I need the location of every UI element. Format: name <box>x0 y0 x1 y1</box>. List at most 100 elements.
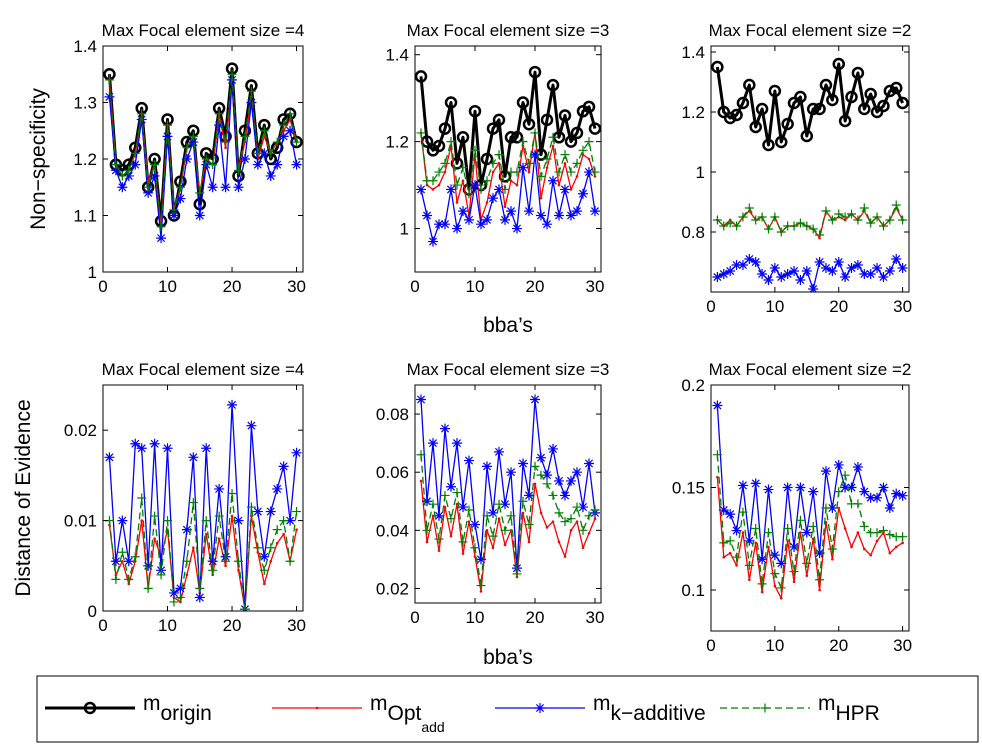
data-point <box>438 122 452 135</box>
data-point <box>846 482 857 493</box>
data-point <box>869 553 872 557</box>
data-point <box>143 560 154 571</box>
data-point <box>446 481 456 492</box>
data-point <box>494 150 504 160</box>
data-point <box>104 91 115 102</box>
data-point <box>156 570 166 580</box>
data-point <box>272 483 283 494</box>
data-point <box>712 450 722 460</box>
data-point <box>736 96 750 110</box>
data-point <box>801 266 812 276</box>
data-point <box>240 604 250 611</box>
y-tick-label: 1 <box>88 263 97 282</box>
subplot-4: Max Focal element size =4 0 10 20 30 0 0.01 0.0… <box>64 360 306 635</box>
data-point <box>482 511 492 521</box>
y-tick-label: 0.02 <box>376 579 409 598</box>
data-point <box>149 438 160 449</box>
data-point <box>422 525 432 535</box>
data-point <box>434 510 444 521</box>
subplot-5: Max Focal element size =3 0 10 20 30 0.02 0.04… <box>376 360 609 627</box>
data-point <box>539 196 543 200</box>
y-tick-label: 1 <box>400 220 409 239</box>
data-point <box>256 550 260 554</box>
data-point <box>581 546 585 550</box>
data-point <box>121 559 124 563</box>
data-point <box>259 551 270 562</box>
data-point <box>262 582 266 586</box>
data-point <box>512 167 522 177</box>
data-point <box>827 215 837 225</box>
data-point <box>266 543 276 553</box>
data-point <box>516 96 530 109</box>
data-point <box>110 556 121 567</box>
data-point <box>527 540 531 544</box>
data-point <box>750 257 761 267</box>
data-point <box>117 515 128 526</box>
data-point <box>546 78 560 92</box>
data-point <box>760 590 764 594</box>
data-point <box>230 514 234 518</box>
data-point <box>551 144 555 148</box>
subplot-3: Max Focal element size =2 0 10 20 30 0.8 1 1.2 1… <box>681 21 912 316</box>
data-point <box>224 146 227 149</box>
data-point <box>744 560 754 570</box>
data-point <box>789 266 800 276</box>
x-tick-label: 30 <box>287 277 306 296</box>
data-point <box>712 400 723 411</box>
data-point <box>859 203 869 213</box>
data-point <box>500 525 510 535</box>
data-point <box>853 499 863 509</box>
series-line-m_k-additive <box>420 398 596 569</box>
data-point <box>897 263 908 273</box>
data-point <box>416 450 426 460</box>
data-point <box>130 438 141 449</box>
data-point <box>814 548 825 559</box>
data-point <box>789 567 799 577</box>
x-tick-label: 0 <box>98 616 107 635</box>
y-tick-label: 0.04 <box>376 521 409 540</box>
data-point <box>208 565 218 575</box>
data-point <box>843 527 847 530</box>
x-tick-label: 20 <box>829 297 848 316</box>
data-point <box>434 534 444 544</box>
y-tick-label: 0.02 <box>64 421 97 440</box>
data-point <box>425 540 429 544</box>
y-tick-label: 1.2 <box>385 133 409 152</box>
data-point <box>518 162 528 173</box>
data-point <box>181 154 192 164</box>
data-point <box>246 502 256 512</box>
axes-frame <box>710 45 910 293</box>
data-point <box>224 564 227 568</box>
data-point <box>188 131 198 141</box>
data-point <box>452 438 462 449</box>
data-point <box>461 552 465 555</box>
data-point <box>528 65 542 79</box>
data-point <box>820 466 831 477</box>
data-point <box>259 565 269 575</box>
data-point <box>503 543 507 547</box>
data-point <box>883 84 897 98</box>
data-point <box>285 109 295 119</box>
data-point <box>524 158 534 168</box>
data-point <box>278 131 289 142</box>
data-point <box>590 206 600 217</box>
data-point <box>575 520 579 523</box>
data-point <box>827 266 838 276</box>
data-point <box>885 530 895 540</box>
data-point <box>542 154 552 164</box>
data-point <box>536 171 546 181</box>
data-point <box>802 558 812 568</box>
data-point <box>440 158 450 168</box>
x-tick-label: 0 <box>98 277 107 296</box>
data-point <box>542 479 552 489</box>
data-point <box>801 527 812 538</box>
data-point <box>110 165 121 176</box>
data-point <box>428 499 438 509</box>
y-axis-label-bottom: Distance of Evidence <box>12 399 35 596</box>
series-line-m_Opt_add <box>108 515 298 610</box>
data-point <box>153 537 156 540</box>
data-point <box>518 137 528 147</box>
data-point <box>757 579 767 589</box>
data-point <box>891 488 902 499</box>
